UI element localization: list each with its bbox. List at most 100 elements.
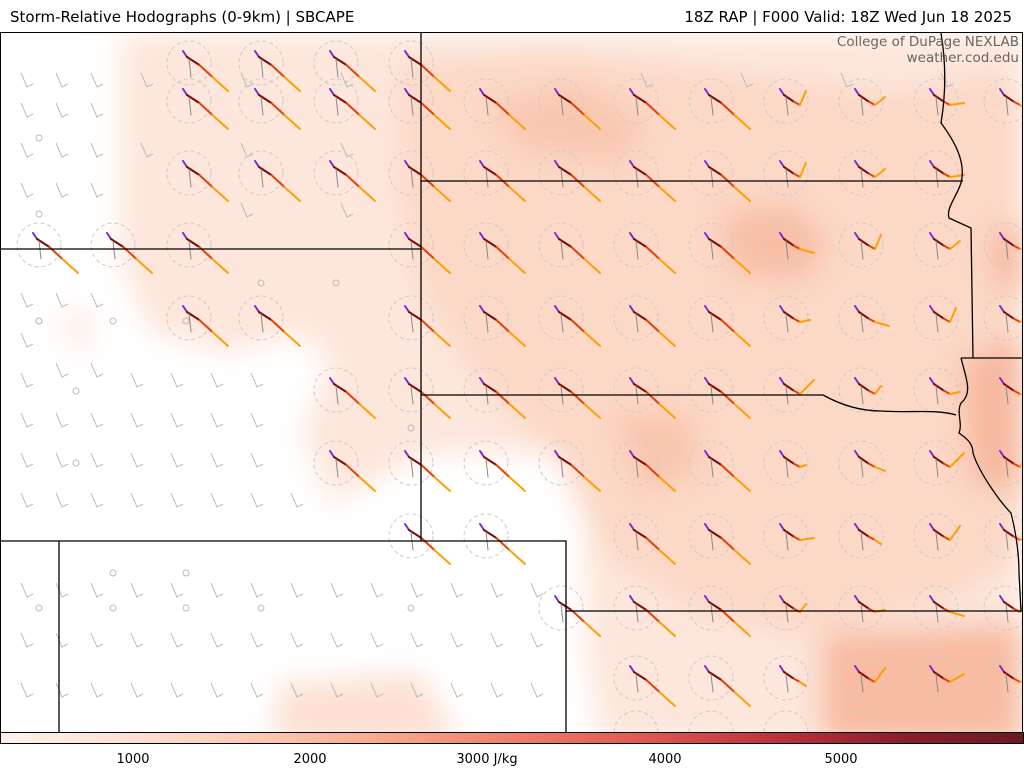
hodograph-segment: [943, 317, 951, 323]
hodograph-segment: [329, 160, 335, 168]
hodograph-segment: [704, 665, 710, 673]
storm-motion-arrow: [935, 603, 939, 623]
hodograph-segment: [733, 258, 751, 274]
hodograph-segment: [933, 671, 945, 680]
hodograph-segment: [704, 232, 710, 240]
hodograph-segment: [858, 166, 870, 175]
hodograph-segment: [433, 114, 451, 130]
hodograph-segment: [874, 321, 890, 327]
hodograph-map[interactable]: [1, 33, 1023, 743]
hodograph-segment: [408, 94, 423, 104]
hodograph-segment: [933, 383, 945, 392]
hodograph-segment: [629, 450, 635, 458]
storm-motion-arrow: [560, 96, 564, 116]
hodograph-segment: [570, 246, 586, 260]
hodograph-segment: [254, 50, 260, 58]
hodograph-segment: [558, 456, 573, 466]
hodograph-segment: [558, 601, 573, 611]
hodograph-segment: [868, 172, 876, 178]
hodograph-segment: [329, 88, 335, 96]
hodograph-segment: [483, 94, 498, 104]
hodograph-segment: [1013, 389, 1021, 395]
storm-motion-arrow: [710, 96, 714, 116]
hodograph-segment: [358, 186, 376, 202]
hodograph-segment: [874, 96, 886, 106]
hodograph-segment: [783, 383, 795, 392]
hodograph-segment: [404, 377, 410, 385]
storm-motion-arrow: [560, 240, 564, 260]
hodograph-segment: [554, 160, 560, 168]
hodograph-segment: [433, 258, 451, 274]
hodograph-segment: [583, 186, 601, 202]
hodograph-segment: [658, 258, 676, 274]
storm-motion-arrow: [785, 673, 789, 693]
map-panel[interactable]: College of DuPage NEXLAB weather.cod.edu: [0, 32, 1023, 743]
hodograph-segment: [329, 50, 335, 58]
hodograph-segment: [783, 94, 795, 103]
hodograph-segment: [999, 377, 1005, 385]
hodograph-segment: [933, 456, 945, 465]
hodograph-segment: [211, 114, 229, 130]
hodograph-segment: [793, 535, 801, 541]
hodograph-segment: [929, 523, 935, 531]
storm-motion-arrow: [860, 313, 864, 333]
hodograph-segment: [708, 601, 723, 611]
hodograph-segment: [106, 232, 112, 240]
hodograph-segment: [704, 377, 710, 385]
hodograph-segment: [554, 450, 560, 458]
storm-motion-arrow: [188, 240, 192, 260]
hodograph-segment: [408, 56, 423, 66]
hodograph-segment: [793, 677, 801, 683]
hodograph-segment: [479, 160, 485, 168]
hodograph-segment: [186, 311, 201, 321]
storm-motion-arrow: [1005, 673, 1009, 693]
model-valid-time: 18Z RAP | F000 Valid: 18Z Wed Jun 18 202…: [684, 8, 1012, 26]
storm-motion-arrow: [560, 603, 564, 623]
hodograph-segment: [433, 76, 451, 92]
storm-motion-arrow: [335, 58, 339, 78]
hodograph-segment: [858, 238, 870, 247]
hodograph-segment: [198, 174, 214, 188]
hodograph-segment: [720, 679, 736, 693]
hodograph-segment: [483, 311, 498, 321]
hodograph-segment: [254, 88, 260, 96]
storm-motion-arrow: [485, 168, 489, 188]
hodograph-segment: [1003, 238, 1015, 247]
hodograph-segment: [358, 476, 376, 492]
hodograph-segment: [270, 174, 286, 188]
credit-text: College of DuPage NEXLAB weather.cod.edu: [837, 34, 1019, 66]
hodograph-segment: [629, 377, 635, 385]
storm-motion-arrow: [560, 458, 564, 478]
hodograph-segment: [645, 609, 661, 623]
hodograph-segment: [779, 377, 785, 385]
storm-motion-arrow: [935, 458, 939, 478]
hodograph-segment: [929, 88, 935, 96]
hodograph-segment: [483, 166, 498, 176]
hodograph-segment: [854, 595, 860, 603]
hodograph-segment: [933, 311, 945, 320]
storm-motion-arrow: [635, 313, 639, 333]
hodograph-segment: [186, 166, 201, 176]
hodograph-segment: [868, 100, 876, 106]
hodograph-segment: [583, 331, 601, 347]
hodograph-segment: [708, 383, 723, 393]
storm-motion-arrow: [485, 240, 489, 260]
hodograph-segment: [270, 64, 286, 78]
hodograph-segment: [508, 403, 526, 419]
hodograph-segment: [408, 529, 423, 539]
storm-motion-arrow: [935, 240, 939, 260]
hodograph-segment: [999, 523, 1005, 531]
hodograph-segment: [570, 102, 586, 116]
hodograph-segment: [333, 56, 348, 66]
hodograph-segment: [1019, 680, 1022, 683]
hodograph-segment: [999, 450, 1005, 458]
hodograph-segment: [733, 114, 751, 130]
hodograph-segment: [858, 94, 870, 103]
storm-motion-arrow: [1005, 240, 1009, 260]
hodograph-segment: [554, 305, 560, 313]
hodograph-segment: [345, 174, 361, 188]
storm-motion-arrow: [635, 168, 639, 188]
hodograph-segment: [1003, 601, 1015, 610]
hodograph-segment: [258, 311, 273, 321]
hodograph-segment: [868, 317, 876, 323]
